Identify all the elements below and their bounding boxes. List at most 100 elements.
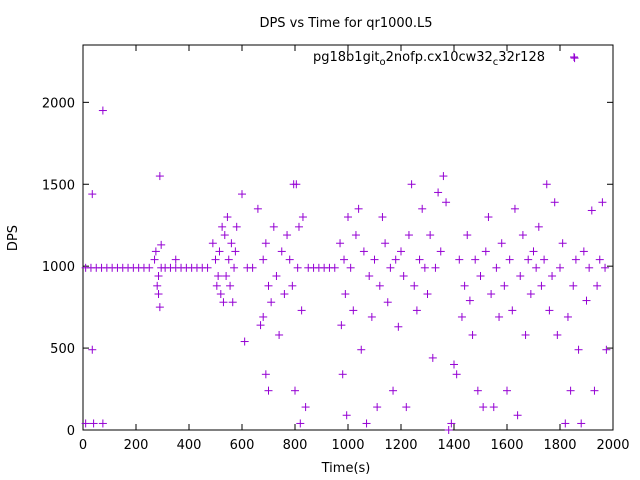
data-point: [238, 190, 246, 199]
x-tick-label: 0: [79, 438, 87, 453]
data-point: [219, 298, 228, 307]
data-point: [455, 255, 464, 264]
data-point: [545, 306, 554, 315]
data-point: [365, 272, 374, 280]
data-point: [563, 312, 572, 321]
data-point: [228, 298, 237, 307]
data-point: [277, 247, 286, 256]
data-point: [259, 255, 268, 264]
data-point: [542, 180, 551, 189]
data-point: [479, 403, 488, 412]
data-point: [150, 255, 159, 264]
y-axis-label: DPS: [6, 225, 21, 251]
data-point: [285, 255, 294, 264]
data-point: [145, 263, 154, 272]
x-tick-label: 1800: [543, 438, 576, 453]
data-point: [561, 419, 570, 428]
data-point: [346, 263, 355, 272]
data-point: [154, 272, 163, 280]
data-point: [571, 255, 580, 264]
data-point: [407, 180, 416, 189]
data-point: [171, 255, 180, 264]
data-point: [232, 222, 241, 231]
data-point: [391, 255, 400, 264]
data-point: [341, 290, 350, 299]
data-point: [359, 247, 368, 256]
data-point: [288, 281, 297, 290]
data-point: [259, 312, 268, 321]
x-tick-label: 600: [230, 438, 255, 453]
data-point: [529, 247, 538, 256]
data-point: [447, 419, 456, 428]
legend-label: pg18b1gito2nofp.cx10cw32c32r128: [313, 50, 545, 68]
x-tick-label: 1200: [384, 438, 417, 453]
y-tick-label: 0: [67, 424, 75, 439]
data-point: [378, 213, 387, 222]
data-point: [423, 290, 432, 299]
legend-label-sub-2: c: [493, 57, 499, 68]
data-point: [402, 403, 411, 412]
data-point: [579, 247, 588, 256]
data-point: [340, 255, 349, 264]
data-point: [224, 255, 233, 264]
data-point: [510, 204, 519, 213]
data-point: [98, 106, 107, 115]
data-points: [81, 54, 611, 434]
data-point: [370, 255, 379, 264]
data-point: [336, 239, 345, 248]
data-point: [577, 419, 586, 428]
data-point: [214, 272, 223, 280]
data-point: [558, 239, 567, 248]
data-point: [357, 345, 366, 354]
legend: pg18b1gito2nofp.cx10cw32c32r128: [313, 50, 578, 68]
data-point: [431, 263, 440, 272]
data-point: [230, 263, 239, 272]
data-point: [389, 386, 398, 395]
data-point: [503, 386, 511, 395]
data-point: [548, 272, 557, 280]
data-point: [442, 198, 451, 207]
data-point: [296, 419, 305, 428]
data-point: [516, 272, 525, 280]
data-point: [468, 330, 477, 339]
data-point: [344, 213, 352, 222]
data-point: [394, 322, 403, 331]
data-point: [585, 263, 594, 272]
data-point: [521, 330, 530, 339]
data-point: [436, 247, 445, 256]
data-point: [298, 213, 307, 222]
data-point: [412, 306, 421, 315]
data-point: [231, 247, 240, 256]
data-point: [582, 296, 591, 305]
data-point: [587, 206, 596, 215]
data-point: [256, 321, 265, 330]
data-point: [151, 247, 160, 256]
data-point: [460, 281, 469, 290]
data-point: [540, 255, 549, 264]
data-point: [349, 306, 358, 315]
data-point: [275, 330, 284, 339]
y-tick-label: 1000: [42, 260, 75, 275]
x-tick-label: 2000: [596, 438, 629, 453]
data-point: [226, 281, 235, 290]
data-point: [566, 386, 575, 395]
data-point: [342, 411, 351, 420]
data-point: [215, 247, 224, 256]
data-point: [524, 255, 533, 264]
data-point: [492, 263, 501, 272]
data-point: [518, 231, 527, 240]
data-point: [434, 188, 443, 197]
data-point: [553, 330, 562, 339]
data-point: [476, 272, 485, 280]
data-point: [397, 247, 405, 256]
y-tick-label: 1500: [42, 178, 75, 193]
data-point: [415, 255, 424, 264]
data-point: [351, 231, 360, 240]
data-point: [81, 419, 90, 428]
data-point: [293, 263, 302, 272]
data-point: [283, 231, 292, 240]
data-point: [473, 386, 482, 395]
data-point: [157, 240, 166, 249]
data-point: [211, 255, 220, 264]
x-tick-label: 200: [124, 438, 149, 453]
